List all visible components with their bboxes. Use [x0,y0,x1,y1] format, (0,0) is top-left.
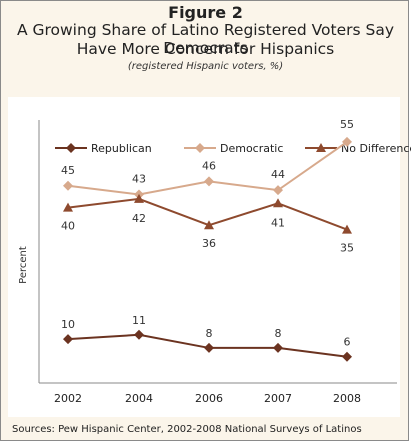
data-label: 10 [61,318,75,331]
data-label: 8 [206,327,213,340]
data-point [273,185,283,196]
data-point [273,198,283,208]
legend-marker [66,143,76,153]
x-tick-label: 2006 [195,392,223,405]
data-point [204,342,214,353]
x-tick-label: 2007 [264,392,292,405]
data-label: 41 [271,216,285,229]
x-tick-label: 2004 [125,392,153,405]
data-label: 46 [202,159,216,172]
data-label: 35 [340,242,354,255]
data-label: 40 [61,220,75,233]
legend-marker [195,143,205,153]
chart-subtitle: (registered Hispanic voters, %) [127,61,284,72]
data-point [273,342,283,353]
legend-marker [316,143,326,152]
x-tick-label: 2008 [333,392,361,405]
x-tick-label: 2002 [54,392,82,405]
data-label: 42 [132,212,146,225]
data-point [63,334,73,345]
legend-label: No Difference [341,142,411,155]
data-point [63,180,73,191]
figure-label: Figure 2 [168,3,243,22]
chart-title-line2: Have More Concern for Hispanics [76,40,335,58]
data-point [134,193,144,203]
data-label: 55 [340,118,354,131]
data-label: 6 [344,336,351,349]
data-point [204,220,214,230]
data-label: 44 [271,168,285,181]
data-label: 36 [202,237,216,250]
data-point [134,329,144,340]
legend-label: Democratic [220,142,283,155]
data-point [342,351,352,362]
data-label: 45 [61,164,75,177]
chart-title-line1: A Growing Share of Latino Registered Vot… [16,21,395,57]
legend-label: Republican [91,142,152,155]
data-point [342,136,352,147]
data-label: 43 [132,173,146,186]
data-point [204,176,214,187]
y-axis-label: Percent [18,246,29,284]
source-note: Sources: Pew Hispanic Center, 2002-2008 … [12,424,362,435]
data-label: 8 [275,327,282,340]
data-label: 11 [132,314,146,327]
data-point [63,202,73,212]
data-point [342,224,352,234]
